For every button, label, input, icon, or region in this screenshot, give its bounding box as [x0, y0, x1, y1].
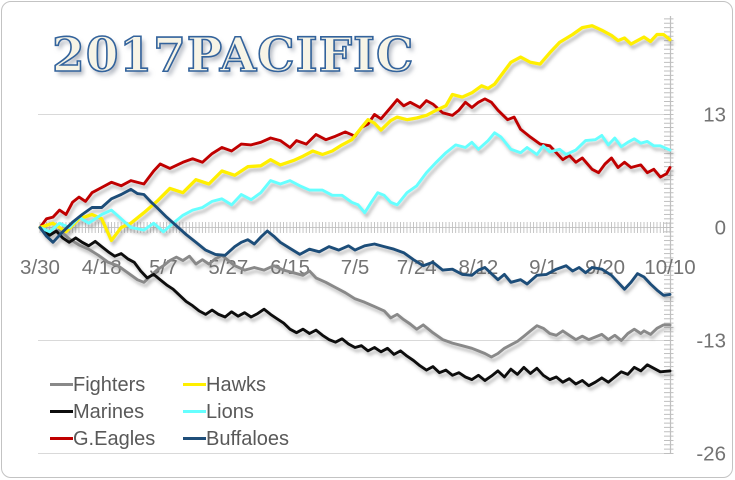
- legend-label-hawks: Hawks: [206, 373, 267, 396]
- legend-label-geagles: G.Eagles: [73, 427, 156, 450]
- chart-title: 2017PACIFIC: [51, 27, 415, 84]
- marines-line-swatch: [50, 410, 73, 413]
- x-axis-label: 7/5: [341, 256, 370, 279]
- y-axis-label: -26: [696, 442, 726, 465]
- x-axis-label: 5/27: [208, 256, 248, 279]
- series-line-fighters: [38, 226, 672, 359]
- geagles-line-swatch: [50, 437, 73, 440]
- y-axis-label: -13: [696, 329, 726, 352]
- legend-item-buffaloes: Buffaloes: [183, 425, 343, 452]
- y-axis-label: 13: [703, 104, 726, 127]
- x-axis-label: 9/20: [585, 256, 625, 279]
- x-axis-label: 8/12: [458, 256, 498, 279]
- legend-label-lions: Lions: [206, 400, 254, 423]
- legend-item-hawks: Hawks: [183, 371, 343, 398]
- legend-item-lions: Lions: [183, 398, 343, 425]
- lions-line-swatch: [183, 410, 206, 413]
- x-axis-label: 10/10: [644, 256, 695, 279]
- series-line-hawks: [38, 24, 672, 243]
- legend-item-marines: Marines: [50, 398, 183, 425]
- legend-label-fighters: Fighters: [73, 373, 146, 396]
- series-line-geagles: [38, 97, 672, 229]
- legend-item-fighters: Fighters: [50, 371, 183, 398]
- legend-label-buffaloes: Buffaloes: [206, 427, 290, 450]
- y-axis-label: 0: [715, 217, 726, 240]
- series-line-buffaloes: [38, 187, 672, 297]
- series-line-lions: [38, 131, 672, 234]
- x-axis-label: 4/18: [82, 256, 122, 279]
- chart-legend: Fighters Marines G.Eagles Hawks Lions Bu…: [50, 371, 350, 452]
- x-axis-label: 3/30: [20, 256, 60, 279]
- legend-label-marines: Marines: [73, 400, 145, 423]
- fighters-line-swatch: [50, 383, 73, 386]
- legend-item-geagles: G.Eagles: [50, 425, 183, 452]
- series-lines: [38, 24, 672, 388]
- x-axis-label: 7/24: [397, 256, 437, 279]
- series-line-marines: [38, 226, 672, 388]
- hawks-line-swatch: [183, 383, 206, 386]
- buffaloes-line-swatch: [183, 437, 206, 440]
